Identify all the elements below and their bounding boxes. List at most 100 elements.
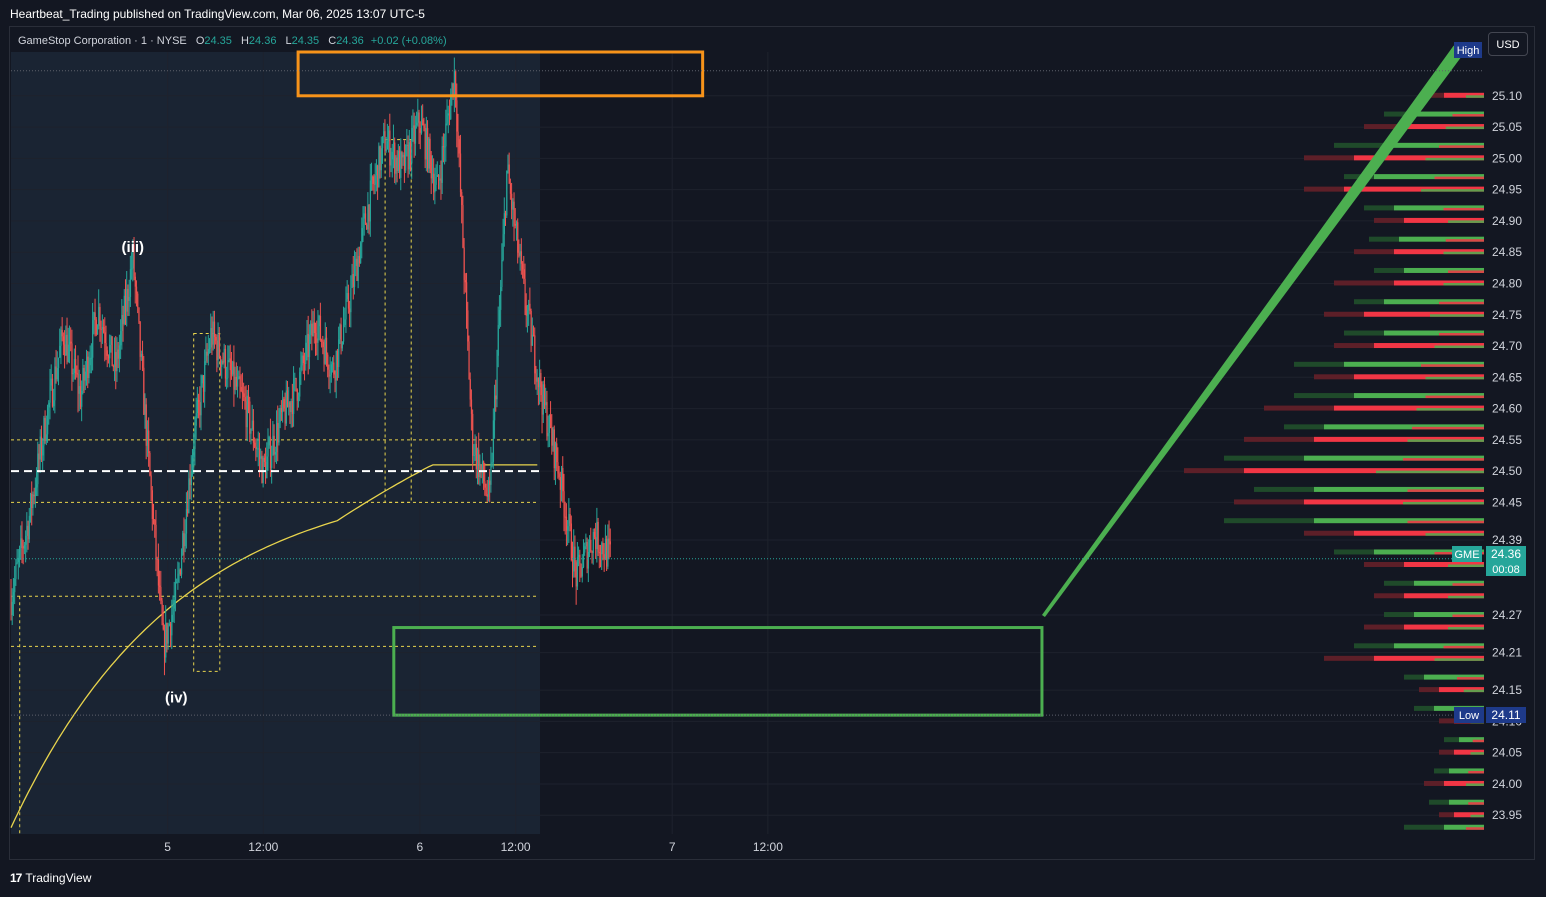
candle-body [154, 520, 156, 525]
candle-body [589, 540, 591, 552]
candle-body [73, 359, 76, 373]
vwap-bands [10, 139, 538, 834]
candle-body [459, 153, 462, 193]
candle-body [67, 344, 69, 362]
profile-bar-back [1444, 737, 1459, 743]
candle-body [293, 378, 295, 414]
profile-bar-mix [1448, 270, 1484, 273]
candle-body [38, 453, 40, 460]
candle-body [174, 582, 177, 601]
candle-body [579, 554, 581, 564]
candle-body [224, 348, 227, 379]
profile-bar-back [1304, 186, 1344, 192]
profile-bar-back [1224, 455, 1304, 461]
candle-body [457, 131, 459, 140]
candle-body [159, 585, 161, 588]
candle-body [39, 436, 41, 460]
profile-bar-front [1444, 780, 1484, 786]
candle-body [255, 446, 257, 450]
candle-body [604, 539, 607, 560]
candle-body [372, 176, 374, 184]
candle-body [181, 554, 183, 575]
candle-body [95, 319, 97, 335]
candle-body [48, 402, 50, 408]
profile-bar-front [1414, 580, 1484, 586]
candle-body [448, 113, 451, 120]
profile-bar-front [1384, 299, 1484, 305]
profile-bar-front [1449, 768, 1484, 774]
legend-low-label: L [285, 35, 292, 47]
profile-bar-mix [1376, 470, 1484, 474]
profile-bar-front [1384, 142, 1484, 148]
footer-brand[interactable]: 17 TradingView [10, 871, 91, 885]
candle-body [37, 453, 39, 485]
profile-bar-back [1264, 405, 1334, 411]
candle-body [570, 523, 572, 561]
profile-bar-mix [1412, 426, 1484, 430]
candle-body [512, 201, 514, 210]
candle-body [98, 307, 100, 326]
ticker-tag: GME [1454, 549, 1479, 561]
candle-body [143, 367, 145, 415]
symbol-legend: GameStop Corporation · 1 · NYSE O24.35 H… [18, 35, 447, 47]
candle-body [234, 376, 236, 390]
candle-body [351, 274, 353, 289]
candle-body [400, 152, 402, 178]
candle-body [450, 97, 452, 120]
candle-body [416, 122, 418, 126]
last-price-tag: 24.36 [1491, 547, 1521, 561]
profile-bar-back [1334, 280, 1394, 286]
candle-body [283, 398, 285, 409]
candle-body [436, 175, 438, 177]
candle-body [50, 378, 52, 386]
candle-body [420, 119, 423, 133]
candle-body [182, 533, 184, 555]
candle-body [453, 70, 456, 97]
resistance-zone [296, 50, 705, 98]
candle-body [289, 402, 291, 413]
candle-body [597, 521, 599, 553]
candle-body [399, 150, 401, 178]
candle-body [428, 138, 430, 169]
candle-body [472, 413, 474, 456]
profile-bar-back [1374, 593, 1404, 599]
candle-body [440, 178, 442, 183]
candle-body [105, 343, 107, 351]
candle-body [547, 433, 549, 437]
currency-button[interactable]: USD [1488, 32, 1528, 56]
candle-body [60, 329, 62, 346]
profile-bar-mix [1439, 301, 1484, 305]
candle-body [162, 622, 164, 630]
candle-body [406, 144, 408, 146]
candle-body [241, 391, 244, 394]
candle-body [168, 623, 171, 626]
candle-body [42, 445, 44, 456]
candle-body [373, 183, 375, 185]
candle-body [474, 443, 476, 455]
profile-bar-mix [1448, 627, 1484, 630]
candle-body [32, 494, 34, 509]
candle-body [467, 310, 469, 342]
candle-body [469, 379, 471, 400]
candle-body [29, 493, 32, 516]
candle-body [344, 319, 346, 325]
candle-body [44, 417, 46, 441]
candle-body [463, 247, 465, 281]
candle-body [282, 398, 284, 413]
candle-body [206, 351, 208, 356]
profile-bar-back [1414, 705, 1434, 711]
candle-body [117, 349, 119, 359]
profile-bar-front [1404, 267, 1484, 273]
candle-body [43, 417, 45, 446]
profile-bar-back [1324, 655, 1374, 661]
candle-body [509, 183, 512, 194]
profile-bar-front [1374, 174, 1484, 180]
candle-body [542, 384, 544, 415]
profile-bar-back [1184, 468, 1244, 474]
candle-body [378, 146, 380, 188]
candle-body [375, 165, 378, 176]
candle-body [280, 407, 283, 413]
y-tick-label: 24.00 [1492, 777, 1522, 791]
candle-body [202, 375, 205, 392]
